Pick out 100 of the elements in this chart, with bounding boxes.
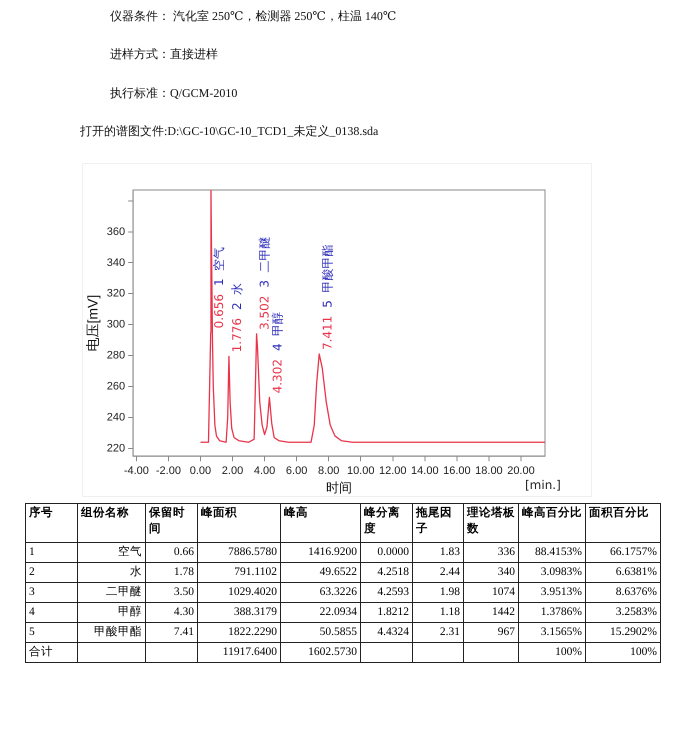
text: 1.78 bbox=[146, 562, 198, 582]
text: 1602.5730 bbox=[280, 642, 360, 662]
y-tick-label: 320 bbox=[106, 288, 126, 300]
text: 执行标准：Q/GCM-2010 bbox=[110, 85, 238, 102]
x-tick-label: 16.00 bbox=[443, 464, 471, 477]
annotation: 2 水 bbox=[230, 282, 244, 310]
text: 3.9513% bbox=[518, 582, 586, 602]
text: 二甲醚 bbox=[78, 582, 146, 602]
annotation: 3 二甲醚 bbox=[258, 236, 272, 288]
text: 峰高百分比 bbox=[518, 504, 586, 542]
text: 388.3179 bbox=[198, 602, 280, 622]
y-tick-label: 260 bbox=[106, 380, 126, 393]
text: 63.3226 bbox=[280, 582, 360, 602]
text: [min.] bbox=[525, 478, 561, 492]
text: 1029.4020 bbox=[198, 582, 280, 602]
text: 8.6376% bbox=[586, 582, 660, 602]
text: 3.50 bbox=[146, 582, 198, 602]
text: 组份名称 bbox=[78, 504, 146, 542]
text: 11917.6400 bbox=[198, 642, 280, 662]
text: 1.83 bbox=[412, 542, 464, 562]
text: 峰分离度 bbox=[360, 504, 412, 542]
text: 3.2583% bbox=[586, 602, 660, 622]
x-tick-label: 20.00 bbox=[507, 464, 535, 477]
text: 100% bbox=[586, 642, 660, 662]
text: 甲醇 bbox=[78, 602, 146, 622]
text: 336 bbox=[464, 542, 518, 562]
text: 1822.2290 bbox=[198, 622, 280, 642]
text: 1442 bbox=[464, 602, 518, 622]
text: 88.4153% bbox=[518, 542, 586, 562]
annotation: 1 空气 bbox=[212, 246, 226, 286]
text: 6.6381% bbox=[586, 562, 660, 582]
text: 空气 bbox=[78, 542, 146, 562]
text: 2.44 bbox=[412, 562, 464, 582]
text: 面积百分比 bbox=[586, 504, 660, 542]
x-tick-label: 10.00 bbox=[346, 464, 374, 477]
x-tick-label: 8.00 bbox=[318, 464, 340, 477]
annotation: 4.302 bbox=[270, 359, 285, 394]
text: 打开的谱图文件:D:\GC-10\GC-10_TCD1_未定义_0138.sda bbox=[80, 123, 378, 140]
text: 序号 bbox=[26, 504, 78, 542]
text: 967 bbox=[464, 622, 518, 642]
text: 0.0000 bbox=[360, 542, 412, 562]
x-tick-label: 0.00 bbox=[190, 464, 212, 477]
text: 保留时间 bbox=[146, 504, 198, 542]
text: 进样方式：直接进样 bbox=[110, 46, 218, 63]
text: 峰面积 bbox=[198, 504, 280, 542]
x-tick-label: 12.00 bbox=[378, 464, 407, 477]
y-tick-label: 340 bbox=[106, 256, 126, 269]
text: 3.0983% bbox=[518, 562, 586, 582]
x-tick-label: 18.00 bbox=[475, 464, 503, 477]
x-tick-label: -4.00 bbox=[124, 464, 149, 477]
annotation: 3.502 bbox=[258, 296, 272, 330]
text: 5 bbox=[26, 622, 78, 642]
x-tick-label: 14.00 bbox=[411, 464, 439, 477]
y-tick-label: 300 bbox=[106, 318, 126, 331]
text: 4 bbox=[26, 602, 78, 622]
text: 1 bbox=[26, 542, 78, 562]
x-tick-label: 4.00 bbox=[254, 464, 276, 477]
text: 峰高 bbox=[280, 504, 360, 542]
y-tick-label: 360 bbox=[106, 226, 126, 238]
text: 甲酸甲酯 bbox=[78, 622, 146, 642]
y-tick-label: 280 bbox=[106, 350, 126, 362]
text: 49.6522 bbox=[280, 562, 360, 582]
x-axis-title: 时间 bbox=[326, 480, 352, 495]
text: 791.1102 bbox=[198, 562, 280, 582]
text: 4.2593 bbox=[360, 582, 412, 602]
annotation: 0.656 bbox=[212, 294, 226, 328]
text: 15.2902% bbox=[586, 622, 660, 642]
y-axis-title: 电压[mV] bbox=[84, 294, 100, 352]
text: 拖尾因子 bbox=[412, 504, 464, 542]
text: 1.3786% bbox=[518, 602, 586, 622]
text: 2 bbox=[26, 562, 78, 582]
text: 2.31 bbox=[412, 622, 464, 642]
text: 3.1565% bbox=[518, 622, 586, 642]
text: 水 bbox=[78, 562, 146, 582]
text: 4.2518 bbox=[360, 562, 412, 582]
text: 7886.5780 bbox=[198, 542, 280, 562]
annotation: 5 甲酸甲酯 bbox=[320, 244, 334, 308]
text: 0.66 bbox=[146, 542, 198, 562]
text: 340 bbox=[464, 562, 518, 582]
text: 50.5855 bbox=[280, 622, 360, 642]
y-tick-label: 240 bbox=[106, 412, 126, 424]
annotation: 4 甲醇 bbox=[270, 312, 285, 352]
text: 7.41 bbox=[146, 622, 198, 642]
annotation: 1.776 bbox=[230, 318, 244, 352]
text: 100% bbox=[518, 642, 586, 662]
text: 1.8212 bbox=[360, 602, 412, 622]
x-tick-label: 2.00 bbox=[222, 464, 244, 477]
text: 66.1757% bbox=[586, 542, 660, 562]
text: 理论塔板数 bbox=[464, 504, 518, 542]
x-tick-label: 6.00 bbox=[286, 464, 308, 477]
text: 22.0934 bbox=[280, 602, 360, 622]
text: 1416.9200 bbox=[280, 542, 360, 562]
text: 4.30 bbox=[146, 602, 198, 622]
text: 合计 bbox=[26, 642, 78, 662]
text: 1.18 bbox=[412, 602, 464, 622]
x-tick-label: -2.00 bbox=[156, 464, 181, 477]
text: 3 bbox=[26, 582, 78, 602]
text: 仪器条件： 汽化室 250℃，检测器 250℃，柱温 140℃ bbox=[110, 8, 396, 25]
text: 1.98 bbox=[412, 582, 464, 602]
annotation: 7.411 bbox=[320, 316, 334, 350]
